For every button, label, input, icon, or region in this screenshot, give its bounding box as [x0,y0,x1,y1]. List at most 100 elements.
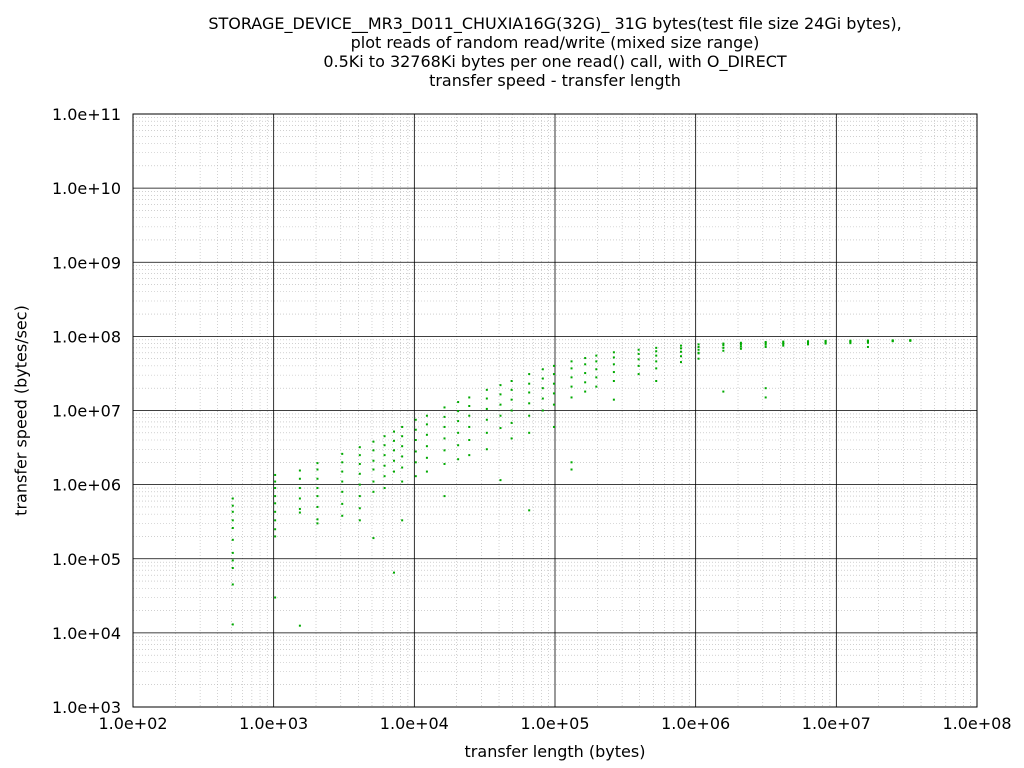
data-point [298,624,301,627]
data-point [425,456,428,459]
data-point [231,504,234,507]
data-point [341,490,344,493]
y-tick-label: 1.0e+09 [52,253,121,272]
data-point [739,341,742,344]
data-point [298,497,301,500]
data-point [358,507,361,510]
data-point [372,480,375,483]
data-point [655,354,658,357]
data-point [274,528,277,531]
data-point [584,363,587,366]
data-point [510,409,513,412]
data-point [679,361,682,364]
data-point [570,468,573,471]
data-point [612,356,615,359]
y-tick-label: 1.0e+08 [52,327,121,346]
data-point [499,403,502,406]
data-point [401,519,404,522]
data-point [372,459,375,462]
data-point [383,435,386,438]
data-point [697,357,700,360]
data-point [528,402,531,405]
data-point [552,403,555,406]
data-point [341,452,344,455]
title-line-4: transfer speed - transfer length [429,71,681,90]
data-point [570,360,573,363]
data-point [485,418,488,421]
data-point [274,596,277,599]
title-line-3: 0.5Ki to 32768Ki bytes per one read() ca… [323,52,787,71]
data-point [443,425,446,428]
title-line-1: STORAGE_DEVICE__MR3_D011_CHUXIA16G(32G)_… [208,14,902,33]
data-point [584,381,587,384]
data-point [570,367,573,370]
data-point [891,340,894,343]
data-point [401,435,404,438]
data-point [298,507,301,510]
y-tick-label: 1.0e+05 [52,550,121,569]
x-tick-label: 1.0e+06 [661,714,730,733]
data-point [679,344,682,347]
data-point [499,393,502,396]
y-tick-label: 1.0e+10 [52,179,121,198]
data-point [414,428,417,431]
data-point [392,439,395,442]
data-point [443,449,446,452]
data-point [298,487,301,490]
data-point [528,414,531,417]
data-point [739,345,742,348]
data-point [414,450,417,453]
data-point [358,483,361,486]
data-point [612,371,615,374]
data-point [697,343,700,346]
data-point [425,423,428,426]
data-point [358,454,361,457]
data-point [485,407,488,410]
data-point [401,425,404,428]
data-point [316,522,319,525]
x-axis-label: transfer length (bytes) [465,742,646,761]
x-tick-label: 1.0e+08 [942,714,1011,733]
data-point [764,396,767,399]
y-axis-ticks: 1.0e+03 1.0e+04 1.0e+05 1.0e+06 1.0e+07 1.0e+… [52,105,121,717]
data-point [595,385,598,388]
data-point [383,487,386,490]
data-point [457,420,460,423]
data-point [782,344,785,347]
data-point [485,397,488,400]
data-point [468,425,471,428]
data-point [782,342,785,345]
data-point [425,445,428,448]
data-point [341,480,344,483]
data-point [425,433,428,436]
data-point [584,372,587,375]
data-point [401,466,404,469]
data-point [414,461,417,464]
data-point [274,502,277,505]
data-point [401,480,404,483]
data-point [316,518,319,521]
data-point [655,350,658,353]
data-point [341,470,344,473]
data-point [866,345,869,348]
data-point [383,454,386,457]
data-point [909,339,912,342]
data-point [274,510,277,513]
data-point [722,346,725,349]
chart-title: STORAGE_DEVICE__MR3_D011_CHUXIA16G(32G)_… [0,14,1024,90]
data-point [722,342,725,345]
data-point [764,387,767,390]
data-point [866,341,869,344]
data-point [231,526,234,529]
data-point [414,418,417,421]
data-point [316,462,319,465]
data-point [679,350,682,353]
data-point [655,346,658,349]
data-point [510,388,513,391]
major-grid [133,114,977,707]
data-point [807,340,810,343]
data-point [372,440,375,443]
x-tick-label: 1.0e+07 [802,714,871,733]
data-point [372,490,375,493]
